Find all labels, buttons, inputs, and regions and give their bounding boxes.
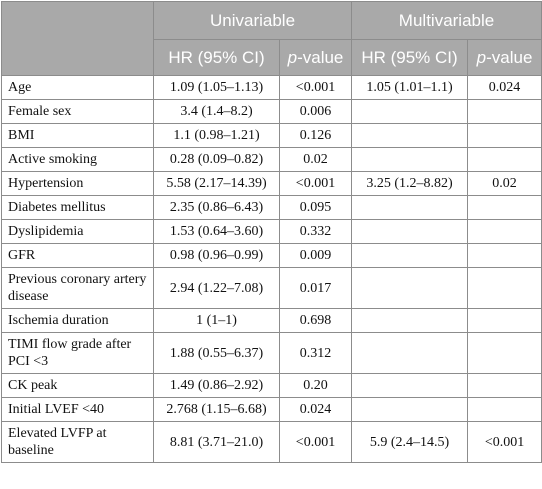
header-multi-p-rest: -value xyxy=(486,48,533,67)
table-body: Age 1.09 (1.05–1.13) <0.001 1.05 (1.01–1.1)… xyxy=(1,75,542,463)
uni-p-cell: 0.017 xyxy=(278,267,353,309)
multi-p-cell xyxy=(467,243,542,268)
header-multi-p: p-value xyxy=(467,39,542,76)
table-row: GFR 0.98 (0.96–0.99) 0.009 xyxy=(1,243,542,268)
uni-p-cell: 0.312 xyxy=(278,332,353,374)
multi-p-cell xyxy=(467,397,542,422)
multi-p-cell xyxy=(467,267,542,309)
multi-p-cell xyxy=(467,123,542,148)
uni-hr-cell: 0.28 (0.09–0.82) xyxy=(153,147,280,172)
uni-p-cell: 0.698 xyxy=(278,308,353,333)
multi-p-cell xyxy=(467,147,542,172)
uni-p-cell: 0.006 xyxy=(278,99,353,124)
uni-hr-cell: 0.98 (0.96–0.99) xyxy=(153,243,280,268)
table-row: BMI 1.1 (0.98–1.21) 0.126 xyxy=(1,123,542,148)
table-row: Dyslipidemia 1.53 (0.64–3.60) 0.332 xyxy=(1,219,542,244)
header-row-columns: HR (95% CI) p-value HR (95% CI) p-value xyxy=(2,39,542,76)
header-univariable: Univariable xyxy=(152,1,353,40)
uni-p-cell: <0.001 xyxy=(278,421,353,463)
row-label: CK peak xyxy=(1,373,154,398)
header-multi-p-italic: p xyxy=(476,48,487,67)
table-row: TIMI flow grade after PCI <3 1.88 (0.55–6… xyxy=(1,332,542,374)
table-row: CK peak 1.49 (0.86–2.92) 0.20 xyxy=(1,373,542,398)
row-label: GFR xyxy=(1,243,154,268)
multi-p-cell xyxy=(467,332,542,374)
multi-hr-cell xyxy=(351,195,469,220)
uni-hr-cell: 1.09 (1.05–1.13) xyxy=(153,75,280,100)
hazard-ratio-table: Univariable Multivariable HR (95% CI) p-… xyxy=(1,1,542,463)
multi-hr-cell: 5.9 (2.4–14.5) xyxy=(351,421,469,463)
multi-hr-cell: 1.05 (1.01–1.1) xyxy=(351,75,469,100)
uni-p-cell: 0.126 xyxy=(278,123,353,148)
uni-hr-cell: 1 (1–1) xyxy=(153,308,280,333)
table-row: Elevated LVFP at baseline 8.81 (3.71–21.0… xyxy=(1,421,542,463)
uni-p-cell: <0.001 xyxy=(278,171,353,196)
row-label: Elevated LVFP at baseline xyxy=(1,421,154,463)
row-label: Hypertension xyxy=(1,171,154,196)
multi-hr-cell xyxy=(351,243,469,268)
multi-hr-cell xyxy=(351,332,469,374)
header-row-groups: Univariable Multivariable xyxy=(1,1,542,76)
row-label: TIMI flow grade after PCI <3 xyxy=(1,332,154,374)
uni-hr-cell: 2.35 (0.86–6.43) xyxy=(153,195,280,220)
header-corner-cell xyxy=(1,1,154,76)
multi-hr-cell xyxy=(351,267,469,309)
uni-hr-cell: 2.94 (1.22–7.08) xyxy=(153,267,280,309)
row-label: Ischemia duration xyxy=(1,308,154,333)
table-row: Female sex 3.4 (1.4–8.2) 0.006 xyxy=(1,99,542,124)
table-row: Hypertension 5.58 (2.17–14.39) <0.001 3.25 … xyxy=(1,171,542,196)
uni-p-cell: 0.20 xyxy=(278,373,353,398)
header-multivariable: Multivariable xyxy=(351,1,542,40)
multi-hr-cell: 3.25 (1.2–8.82) xyxy=(351,171,469,196)
row-label: Female sex xyxy=(1,99,154,124)
multi-p-cell xyxy=(467,308,542,333)
uni-p-cell: <0.001 xyxy=(278,75,353,100)
multi-hr-cell xyxy=(351,308,469,333)
multi-hr-cell xyxy=(351,397,469,422)
multi-p-cell: 0.024 xyxy=(467,75,542,100)
uni-hr-cell: 3.4 (1.4–8.2) xyxy=(153,99,280,124)
header-multi-hr: HR (95% CI) xyxy=(351,39,469,76)
uni-hr-cell: 5.58 (2.17–14.39) xyxy=(153,171,280,196)
row-label: Previous coronary artery disease xyxy=(1,267,154,309)
row-label: Dyslipidemia xyxy=(1,219,154,244)
uni-p-cell: 0.332 xyxy=(278,219,353,244)
uni-p-cell: 0.024 xyxy=(278,397,353,422)
multi-hr-cell xyxy=(351,219,469,244)
multi-hr-cell xyxy=(351,373,469,398)
multi-p-cell: <0.001 xyxy=(467,421,542,463)
row-label: Initial LVEF <40 xyxy=(1,397,154,422)
header-uni-p-italic: p xyxy=(287,48,298,67)
multi-p-cell xyxy=(467,373,542,398)
table-row: Previous coronary artery disease 2.94 (1.… xyxy=(1,267,542,309)
header-uni-hr: HR (95% CI) xyxy=(153,39,280,76)
uni-hr-cell: 1.49 (0.86–2.92) xyxy=(153,373,280,398)
uni-p-cell: 0.095 xyxy=(278,195,353,220)
row-label: Diabetes mellitus xyxy=(1,195,154,220)
table-row: Initial LVEF <40 2.768 (1.15–6.68) 0.024 xyxy=(1,397,542,422)
uni-hr-cell: 1.88 (0.55–6.37) xyxy=(153,332,280,374)
uni-p-cell: 0.02 xyxy=(278,147,353,172)
uni-hr-cell: 8.81 (3.71–21.0) xyxy=(153,421,280,463)
header-uni-p: p-value xyxy=(278,39,353,76)
multi-hr-cell xyxy=(351,147,469,172)
uni-hr-cell: 1.1 (0.98–1.21) xyxy=(153,123,280,148)
table-row: Age 1.09 (1.05–1.13) <0.001 1.05 (1.01–1.1)… xyxy=(1,75,542,100)
multi-hr-cell xyxy=(351,123,469,148)
multi-p-cell xyxy=(467,99,542,124)
multi-p-cell xyxy=(467,195,542,220)
multi-hr-cell xyxy=(351,99,469,124)
row-label: Age xyxy=(1,75,154,100)
table-row: Active smoking 0.28 (0.09–0.82) 0.02 xyxy=(1,147,542,172)
header-uni-p-rest: -value xyxy=(297,48,344,67)
table-row: Diabetes mellitus 2.35 (0.86–6.43) 0.095 xyxy=(1,195,542,220)
uni-hr-cell: 2.768 (1.15–6.68) xyxy=(153,397,280,422)
row-label: BMI xyxy=(1,123,154,148)
row-label: Active smoking xyxy=(1,147,154,172)
multi-p-cell: 0.02 xyxy=(467,171,542,196)
uni-p-cell: 0.009 xyxy=(278,243,353,268)
multi-p-cell xyxy=(467,219,542,244)
table-row: Ischemia duration 1 (1–1) 0.698 xyxy=(1,308,542,333)
uni-hr-cell: 1.53 (0.64–3.60) xyxy=(153,219,280,244)
